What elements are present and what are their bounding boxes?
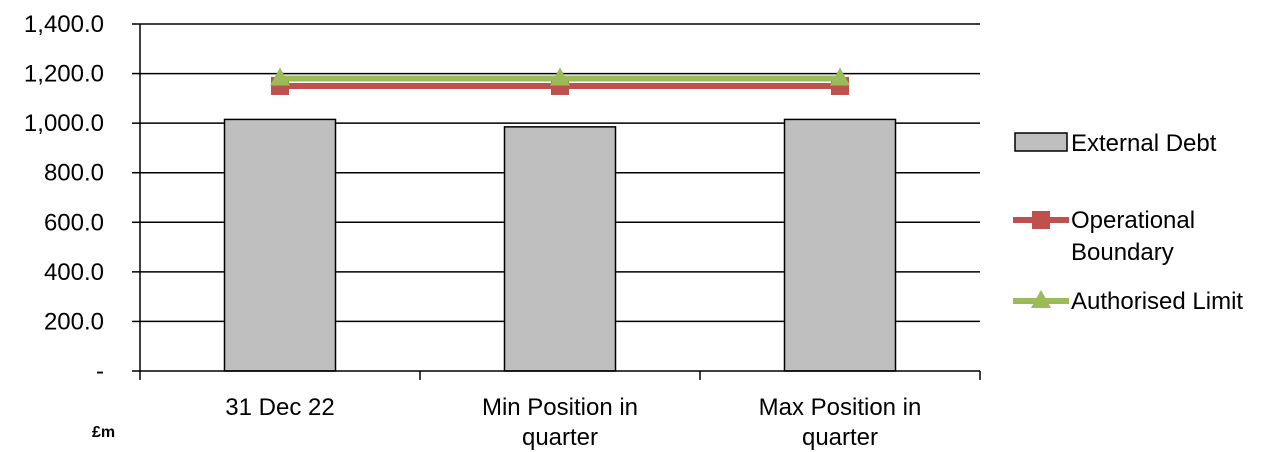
triangle-marker (830, 67, 850, 86)
x-tick-label: 31 Dec 22 (225, 394, 334, 421)
bar (503, 126, 617, 372)
y-axis-ticks: - 200.0 400.0 600.0 800.0 1,000.0 1,200.0 1,400… (24, 11, 104, 385)
bar (223, 118, 337, 372)
y-tick-label: - (96, 358, 104, 385)
triangle-marker (550, 67, 570, 86)
legend-label: Operational Boundary (1071, 207, 1195, 266)
legend-label: External Debt (1071, 130, 1217, 157)
line-series (270, 67, 850, 95)
y-tick-label: 800.0 (44, 160, 104, 187)
y-tick-label: 200.0 (44, 308, 104, 335)
axes (132, 23, 981, 380)
x-tick-label: Max Position in quarter (759, 394, 922, 451)
y-tick-label: 600.0 (44, 209, 104, 236)
x-axis-ticks: 31 Dec 22 Min Position in quarter Max Posit… (225, 394, 921, 451)
y-tick-label: 1,200.0 (24, 61, 104, 88)
bar (783, 118, 897, 372)
bar-series (223, 118, 897, 372)
square-marker (1032, 211, 1050, 229)
legend-label: Authorised Limit (1071, 288, 1243, 315)
y-tick-label: 1,400.0 (24, 11, 104, 38)
triangle-marker (270, 67, 290, 86)
y-tick-label: 1,000.0 (24, 110, 104, 137)
x-tick-label: Min Position in quarter (482, 394, 638, 451)
triangle-marker (1031, 290, 1051, 308)
legend: External Debt Operational Boundary Authoris… (1013, 130, 1243, 315)
legend-swatch (1014, 132, 1068, 152)
unit-label: £m (92, 424, 115, 441)
y-tick-label: 400.0 (44, 259, 104, 286)
